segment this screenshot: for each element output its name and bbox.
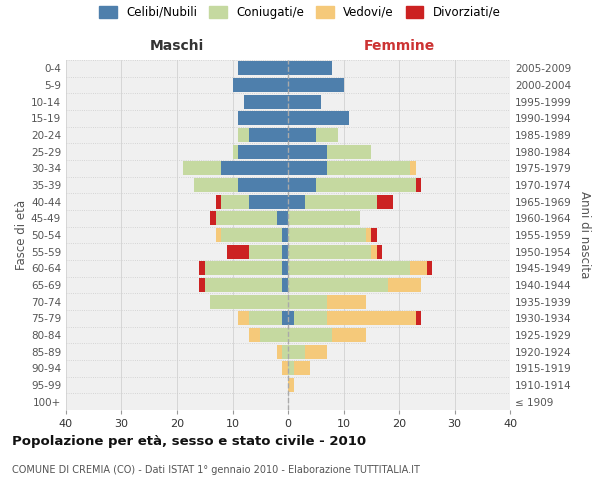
Bar bbox=[238, 62, 288, 76]
Bar bbox=[305, 194, 377, 209]
Bar bbox=[249, 328, 260, 342]
Bar bbox=[427, 261, 432, 276]
Bar bbox=[332, 328, 366, 342]
Text: Popolazione per età, sesso e stato civile - 2010: Popolazione per età, sesso e stato civil… bbox=[12, 435, 366, 448]
Bar bbox=[371, 228, 377, 242]
Bar bbox=[249, 128, 288, 142]
Bar bbox=[249, 194, 288, 209]
Bar bbox=[288, 328, 332, 342]
Bar bbox=[327, 162, 410, 175]
Bar bbox=[288, 178, 316, 192]
Bar bbox=[288, 94, 322, 109]
Bar bbox=[288, 294, 327, 308]
Bar bbox=[305, 344, 327, 359]
Bar bbox=[288, 378, 293, 392]
Bar bbox=[205, 278, 283, 292]
Bar bbox=[288, 62, 332, 76]
Bar bbox=[288, 112, 349, 126]
Text: COMUNE DI CREMIA (CO) - Dati ISTAT 1° gennaio 2010 - Elaborazione TUTTITALIA.IT: COMUNE DI CREMIA (CO) - Dati ISTAT 1° ge… bbox=[12, 465, 420, 475]
Bar bbox=[288, 211, 360, 226]
Y-axis label: Anni di nascita: Anni di nascita bbox=[578, 192, 591, 278]
Bar bbox=[293, 361, 310, 376]
Bar bbox=[288, 194, 305, 209]
Bar bbox=[216, 211, 277, 226]
Bar bbox=[288, 128, 316, 142]
Bar bbox=[283, 228, 288, 242]
Bar bbox=[238, 178, 288, 192]
Bar bbox=[377, 244, 382, 259]
Bar bbox=[316, 128, 338, 142]
Bar bbox=[277, 344, 283, 359]
Bar bbox=[238, 144, 288, 159]
Bar bbox=[249, 311, 283, 326]
Bar bbox=[283, 278, 288, 292]
Bar bbox=[327, 311, 416, 326]
Bar bbox=[288, 244, 371, 259]
Bar bbox=[283, 261, 288, 276]
Bar bbox=[260, 328, 288, 342]
Bar bbox=[377, 194, 394, 209]
Bar bbox=[283, 344, 288, 359]
Bar bbox=[199, 278, 205, 292]
Text: Maschi: Maschi bbox=[150, 38, 204, 52]
Bar bbox=[316, 178, 416, 192]
Bar bbox=[233, 78, 288, 92]
Bar bbox=[288, 361, 293, 376]
Bar bbox=[221, 162, 288, 175]
Bar bbox=[288, 311, 293, 326]
Bar bbox=[293, 311, 327, 326]
Bar bbox=[371, 244, 377, 259]
Bar bbox=[283, 244, 288, 259]
Text: Femmine: Femmine bbox=[364, 38, 434, 52]
Bar bbox=[288, 278, 388, 292]
Bar bbox=[288, 344, 305, 359]
Bar bbox=[194, 178, 238, 192]
Bar bbox=[288, 228, 366, 242]
Bar bbox=[221, 228, 283, 242]
Bar bbox=[221, 194, 249, 209]
Bar bbox=[227, 244, 249, 259]
Bar bbox=[416, 311, 421, 326]
Bar bbox=[283, 361, 288, 376]
Bar bbox=[410, 261, 427, 276]
Bar bbox=[327, 144, 371, 159]
Bar bbox=[233, 144, 238, 159]
Bar bbox=[210, 294, 288, 308]
Bar bbox=[249, 244, 283, 259]
Bar bbox=[410, 162, 416, 175]
Bar bbox=[277, 211, 288, 226]
Bar bbox=[288, 162, 327, 175]
Bar bbox=[199, 261, 205, 276]
Bar bbox=[216, 194, 221, 209]
Bar bbox=[283, 311, 288, 326]
Bar bbox=[416, 178, 421, 192]
Bar bbox=[238, 311, 249, 326]
Bar bbox=[288, 261, 410, 276]
Bar bbox=[288, 144, 327, 159]
Bar bbox=[366, 228, 371, 242]
Bar bbox=[288, 78, 343, 92]
Bar bbox=[182, 162, 221, 175]
Bar bbox=[327, 294, 366, 308]
Legend: Celibi/Nubili, Coniugati/e, Vedovi/e, Divorziati/e: Celibi/Nubili, Coniugati/e, Vedovi/e, Di… bbox=[99, 6, 501, 19]
Bar bbox=[238, 112, 288, 126]
Bar bbox=[238, 128, 249, 142]
Bar bbox=[216, 228, 221, 242]
Bar bbox=[205, 261, 283, 276]
Bar bbox=[244, 94, 288, 109]
Y-axis label: Fasce di età: Fasce di età bbox=[15, 200, 28, 270]
Bar bbox=[210, 211, 216, 226]
Bar bbox=[388, 278, 421, 292]
